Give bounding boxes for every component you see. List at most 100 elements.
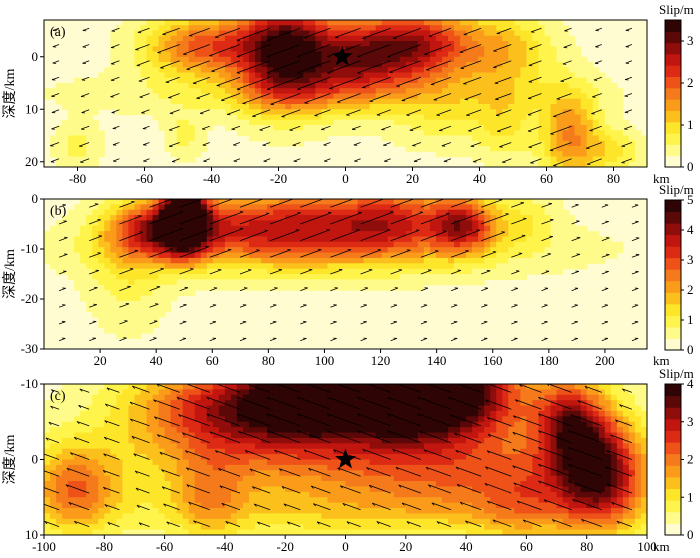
slip-cell <box>532 231 540 238</box>
slip-vector <box>601 254 610 258</box>
slip-cell <box>170 252 178 259</box>
slip-cell <box>249 125 256 131</box>
slip-cell <box>466 257 473 264</box>
slip-cell <box>212 30 220 37</box>
slip-cell <box>74 151 81 158</box>
slip-cell <box>411 83 419 89</box>
slip-cell <box>454 35 461 42</box>
slip-vector <box>384 158 391 162</box>
slip-cell <box>146 274 154 280</box>
slip-cell <box>291 30 298 37</box>
slip-cell <box>140 98 148 105</box>
slip-cell <box>580 135 588 142</box>
slip-cell <box>508 41 515 47</box>
slip-cell <box>236 199 244 205</box>
slip-cell <box>104 98 111 105</box>
slip-cell <box>441 279 449 286</box>
slip-cell <box>526 146 534 152</box>
slip-cell <box>393 56 401 63</box>
slip-vector <box>563 44 572 48</box>
slip-cell <box>375 67 383 74</box>
slip-cell <box>538 384 546 390</box>
slip-cell <box>170 247 178 254</box>
slip-cell <box>423 204 431 211</box>
slip-cell <box>333 88 341 95</box>
slip-cell <box>80 384 87 390</box>
slip-cell <box>484 93 491 100</box>
slip-cell <box>261 199 268 205</box>
slip-cell <box>128 236 136 243</box>
slip-cell <box>236 62 244 68</box>
slip-cell <box>598 135 606 142</box>
slip-cell <box>514 389 521 396</box>
slip-cell <box>574 51 582 58</box>
slip-cell <box>212 389 220 396</box>
slip-cell <box>472 400 479 407</box>
slip-cell <box>387 389 395 396</box>
slip-vector <box>58 321 66 325</box>
slip-cell <box>206 98 214 105</box>
slip-cell <box>333 67 341 74</box>
slip-cell <box>369 247 377 254</box>
slip-cell <box>315 247 322 254</box>
slip-cell <box>514 161 521 167</box>
slip-cell <box>502 130 509 137</box>
slip-cell <box>604 88 612 95</box>
slip-cell <box>508 62 515 68</box>
slip-cell <box>152 394 160 401</box>
slip-cell <box>279 405 286 412</box>
slip-cell <box>478 231 485 238</box>
slip-vector <box>527 93 542 99</box>
slip-cell <box>279 279 286 286</box>
slip-cell <box>182 263 190 270</box>
slip-cell <box>484 220 491 227</box>
slip-cell <box>128 98 136 105</box>
slip-cell <box>496 220 503 227</box>
slip-cell <box>568 140 576 147</box>
slip-cell <box>562 104 570 110</box>
slip-vector <box>511 287 519 292</box>
slip-cell <box>435 93 443 100</box>
slip-cell <box>622 130 630 137</box>
slip-cell <box>610 119 618 126</box>
slip-cell <box>423 241 431 248</box>
slip-cell <box>496 35 503 42</box>
slip-cell <box>212 257 220 264</box>
slip-cell <box>152 83 160 89</box>
slip-cell <box>604 104 612 110</box>
slip-cell <box>574 83 582 89</box>
slip-cell <box>285 56 292 63</box>
slip-cell <box>544 241 552 248</box>
slip-cell <box>514 46 521 53</box>
slip-cell <box>598 88 606 95</box>
slip-cell <box>327 93 335 100</box>
slip-cell <box>146 104 154 110</box>
slip-cell <box>170 279 178 286</box>
slip-cell <box>134 332 142 339</box>
slip-cell <box>562 67 570 74</box>
slip-vector <box>589 125 602 131</box>
slip-cell <box>249 389 256 396</box>
slip-cell <box>417 146 425 152</box>
slip-cell <box>586 88 594 95</box>
slip-cell <box>592 88 600 95</box>
slip-cell <box>520 88 527 95</box>
slip-cell <box>622 400 630 407</box>
slip-cell <box>502 384 509 390</box>
slip-cell <box>303 56 310 63</box>
slip-cell <box>321 56 329 63</box>
slip-cell <box>369 225 377 232</box>
slip-cell <box>616 125 624 131</box>
slip-cell <box>74 135 81 142</box>
slip-cell <box>478 252 485 259</box>
slip-cell <box>285 236 292 243</box>
slip-cell <box>375 389 383 396</box>
slip-cell <box>520 125 527 131</box>
slip-cell <box>62 151 69 158</box>
slip-cell <box>399 225 407 232</box>
slip-cell <box>484 394 491 401</box>
slip-cell <box>622 151 630 158</box>
slip-cell <box>441 225 449 232</box>
slip-cell <box>448 146 455 152</box>
slip-cell <box>351 274 359 280</box>
